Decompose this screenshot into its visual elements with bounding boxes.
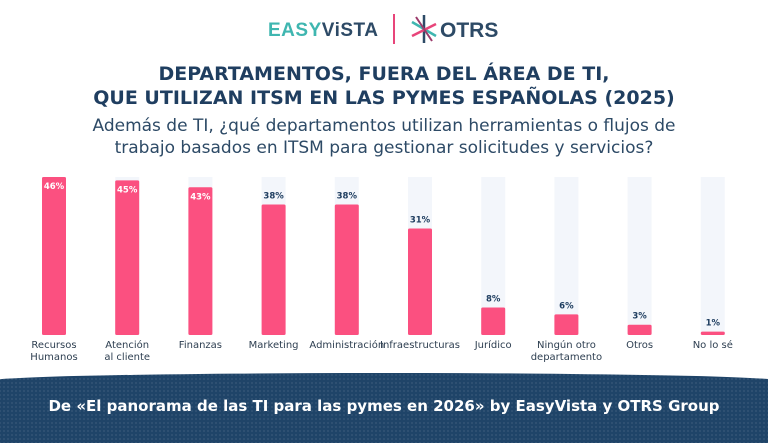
bar-track xyxy=(627,177,652,335)
chart-subtitle: Además de TI, ¿qué departamentos utiliza… xyxy=(0,115,768,159)
data-label: 6% xyxy=(559,301,574,311)
otrs-star-icon xyxy=(411,15,437,43)
data-label: 38% xyxy=(263,191,284,201)
bar xyxy=(334,204,359,335)
bar xyxy=(261,204,286,335)
source-text: De «El panorama de las TI para las pymes… xyxy=(48,397,720,415)
category-label: Jurídico xyxy=(474,339,512,351)
bar xyxy=(627,324,652,335)
category-label: Ningún otro xyxy=(537,339,596,351)
data-label: 38% xyxy=(337,191,358,201)
subtitle-line: trabajo basados en ITSM para gestionar s… xyxy=(114,138,654,158)
data-label: 1% xyxy=(706,319,721,329)
bar xyxy=(481,307,506,335)
subtitle-line: Además de TI, ¿qué departamentos utiliza… xyxy=(92,116,676,136)
bar-track xyxy=(700,177,725,335)
bar xyxy=(700,331,725,335)
data-label: 31% xyxy=(410,216,431,226)
category-label: Marketing xyxy=(249,340,299,351)
bar xyxy=(554,314,579,335)
category-label: al cliente xyxy=(104,352,150,363)
bar xyxy=(42,177,66,335)
otrs-logo: OTRS xyxy=(440,19,499,42)
title-line: QUE UTILIZAN ITSM EN LAS PYMES ESPAÑOLAS… xyxy=(93,87,675,109)
bar xyxy=(115,180,140,335)
easyvista-logo: EASYViSTA xyxy=(268,20,379,41)
category-label: Humanos xyxy=(30,352,77,363)
data-label: 3% xyxy=(632,312,647,322)
category-label: Otros xyxy=(626,340,653,351)
bar xyxy=(408,228,432,335)
category-label: Finanzas xyxy=(179,340,222,351)
bar-track xyxy=(554,177,579,335)
footer-banner xyxy=(0,373,768,443)
chart-title: DEPARTAMENTOS, FUERA DEL ÁREA DE TI, QUE… xyxy=(0,62,768,110)
logo-bar: EASYViSTA OTRS xyxy=(0,12,768,44)
category-label: No lo sé xyxy=(693,339,733,351)
data-label: 43% xyxy=(190,192,211,202)
data-label: 45% xyxy=(117,185,138,195)
category-label: Administración xyxy=(309,339,384,351)
data-label: 46% xyxy=(44,182,65,192)
title-line: DEPARTAMENTOS, FUERA DEL ÁREA DE TI, xyxy=(158,63,610,85)
category-label: Atención xyxy=(105,339,149,351)
logo-divider xyxy=(393,14,395,44)
data-label: 8% xyxy=(486,295,501,305)
category-label: Infraestructuras xyxy=(380,340,460,351)
category-label: Recursos xyxy=(31,340,76,351)
bar xyxy=(188,187,213,335)
category-label: departamento xyxy=(531,352,602,363)
